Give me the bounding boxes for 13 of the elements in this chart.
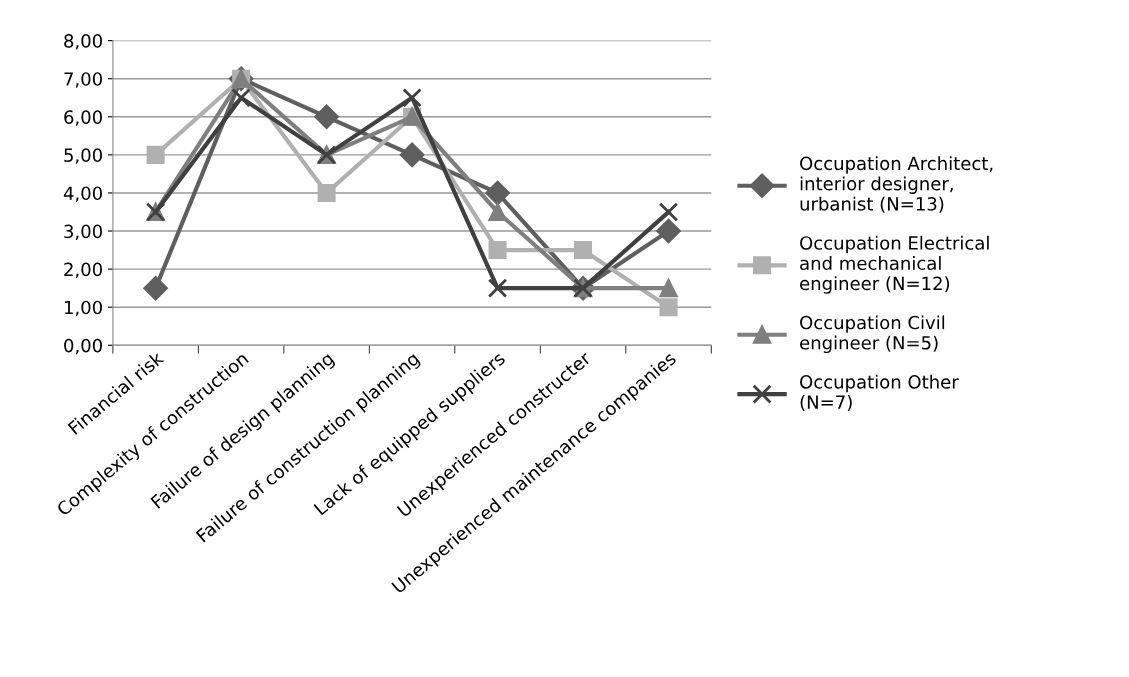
y-tick-label: 4,00	[63, 186, 102, 202]
y-tick-label: 8,00	[64, 34, 102, 50]
legend-label: Occupation Architect, interior designer, urbanist (N=13)	[800, 156, 993, 213]
legend-label: Occupation Civil engineer (N=5)	[800, 315, 945, 354]
legend-label: Occupation Electrical and mechanical engineer (N=12)	[800, 235, 989, 294]
y-tick-label: 1,00	[64, 300, 102, 317]
y-tick-label: 2,00	[64, 262, 102, 279]
y-tick-label: 7,00	[64, 72, 102, 88]
y-tick-label: 3,00	[64, 224, 102, 240]
legend-label: Occupation Other (N=7)	[800, 374, 959, 412]
y-tick-label: 6,00	[64, 110, 102, 126]
y-tick-label: 0,00	[64, 338, 102, 355]
y-tick-label: 5,00	[64, 148, 102, 164]
